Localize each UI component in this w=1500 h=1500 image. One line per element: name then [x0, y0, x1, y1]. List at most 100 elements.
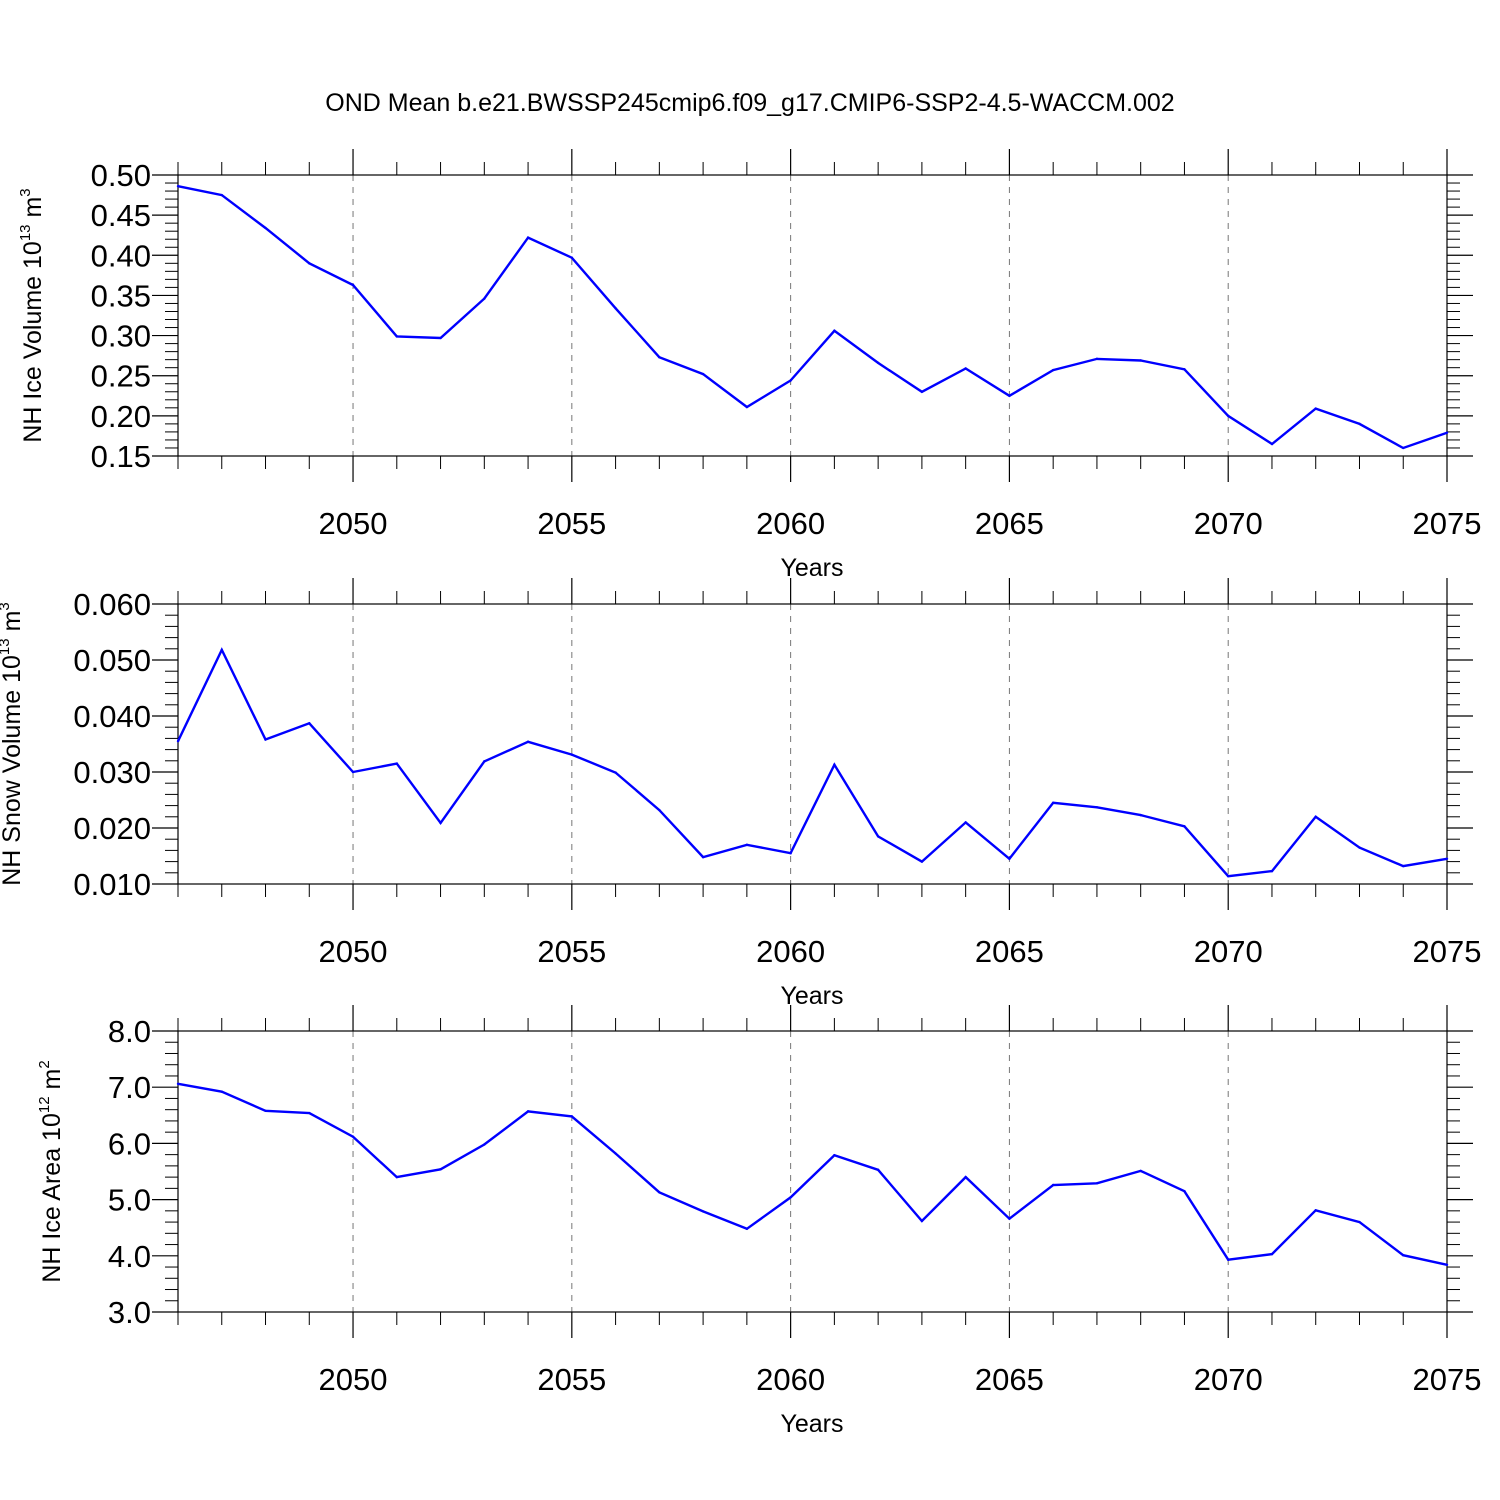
data-point: [1183, 1189, 1186, 1193]
data-point: [351, 283, 355, 287]
data-point: [395, 762, 398, 765]
data-point: [264, 738, 267, 741]
x-tick-label: 2070: [1194, 506, 1263, 541]
panel-1: 0.15 0.20 0.25 0.30 0.35 0.40 0.45 0.50 2050 2055…: [17, 149, 1481, 582]
data-point: [920, 860, 924, 863]
data-point: [745, 405, 749, 409]
x-tick-label: 2060: [756, 1362, 825, 1397]
data-point: [1445, 1263, 1449, 1266]
data-point: [439, 336, 442, 340]
data-point: [1358, 422, 1361, 426]
data-point: [1008, 394, 1011, 397]
data-point: [964, 1175, 967, 1179]
data-point: [658, 808, 661, 812]
data-point: [570, 753, 574, 756]
y-tick-label: 0.25: [91, 359, 151, 394]
y-tick-label: 8.0: [108, 1014, 151, 1049]
data-point: [964, 821, 967, 824]
panel-2: 0.010 0.020 0.030 0.040 0.050 0.060 2050 2055 20…: [0, 578, 1481, 1010]
data-point: [789, 1196, 792, 1199]
data-point: [833, 329, 836, 332]
plot-frame: [177, 174, 1448, 457]
data-point: [1270, 1252, 1274, 1256]
y-tick-label: 0.040: [73, 699, 151, 734]
data-point: [1095, 806, 1099, 809]
data-point: [1051, 1183, 1055, 1187]
data-point: [308, 262, 311, 265]
series-line: [176, 647, 1448, 878]
data-point: [1314, 815, 1317, 818]
data-point: [1139, 1169, 1142, 1173]
y-tick-label: 0.020: [73, 811, 151, 846]
y-tick-label: 4.0: [108, 1239, 151, 1274]
data-point: [1445, 431, 1449, 434]
data-point: [1051, 801, 1055, 804]
data-point: [658, 356, 661, 359]
series-line: [177, 185, 1448, 450]
data-point: [220, 648, 223, 652]
x-tick-label: 2075: [1413, 934, 1482, 969]
data-point: [701, 372, 705, 376]
x-tick-label: 2060: [756, 934, 825, 969]
data-point: [876, 835, 880, 838]
x-tick-label: 2050: [319, 934, 388, 969]
data-point: [833, 763, 836, 766]
data-point: [439, 1168, 442, 1171]
data-point: [745, 1227, 749, 1231]
x-axis-label: Years: [780, 1410, 843, 1438]
data-point: [526, 1110, 530, 1113]
data-point: [701, 855, 705, 859]
y-tick-label: 0.060: [73, 587, 151, 622]
data-point: [1008, 1217, 1011, 1220]
data-point: [789, 852, 792, 855]
x-tick-label: 2075: [1413, 1362, 1482, 1397]
data-point: [833, 1154, 836, 1157]
data-point: [1227, 414, 1230, 418]
data-point: [220, 1090, 223, 1093]
data-point: [1095, 1182, 1099, 1185]
data-point: [789, 379, 792, 382]
y-tick-label: 0.010: [73, 867, 151, 902]
data-point: [920, 390, 924, 393]
y-tick-label: 0.50: [91, 158, 151, 193]
data-point: [701, 1210, 705, 1213]
x-tick-label: 2070: [1194, 1362, 1263, 1397]
data-point: [176, 1082, 180, 1086]
x-tick-label: 2055: [537, 1362, 606, 1397]
data-point: [658, 1191, 661, 1194]
data-point: [1358, 846, 1361, 849]
y-tick-label: 0.20: [91, 399, 151, 434]
data-point: [1314, 1209, 1317, 1212]
data-point: [920, 1219, 924, 1223]
data-point: [570, 256, 574, 259]
data-point: [1270, 869, 1274, 873]
data-point: [1051, 368, 1055, 372]
data-point: [1139, 359, 1142, 362]
data-point: [483, 1143, 486, 1146]
y-tick-label: 5.0: [108, 1183, 151, 1218]
y-tick-label: 0.30: [91, 319, 151, 354]
data-point: [876, 1168, 880, 1172]
plot-frame: [177, 603, 1448, 885]
data-point: [1445, 857, 1449, 860]
x-tick-label: 2050: [319, 1362, 388, 1397]
data-point: [1270, 442, 1274, 446]
series-line: [177, 1082, 1448, 1266]
data-point: [526, 740, 530, 743]
x-tick-label: 2065: [975, 506, 1044, 541]
data-point: [439, 821, 442, 825]
x-tick-label: 2060: [756, 506, 825, 541]
plot-frame: [177, 1030, 1448, 1313]
data-point: [395, 335, 398, 338]
y-tick-label: 7.0: [108, 1070, 151, 1105]
y-axis-label: NH Ice Volume 1013 m3: [17, 188, 47, 442]
y-axis-label: NH Snow Volume 1013 m3: [0, 602, 26, 886]
data-point: [614, 1152, 617, 1155]
x-tick-label: 2075: [1413, 506, 1482, 541]
data-point: [264, 1109, 267, 1113]
data-point: [1402, 446, 1405, 450]
y-tick-label: 0.050: [73, 643, 151, 678]
data-point: [220, 193, 223, 197]
data-point: [1402, 1254, 1405, 1257]
